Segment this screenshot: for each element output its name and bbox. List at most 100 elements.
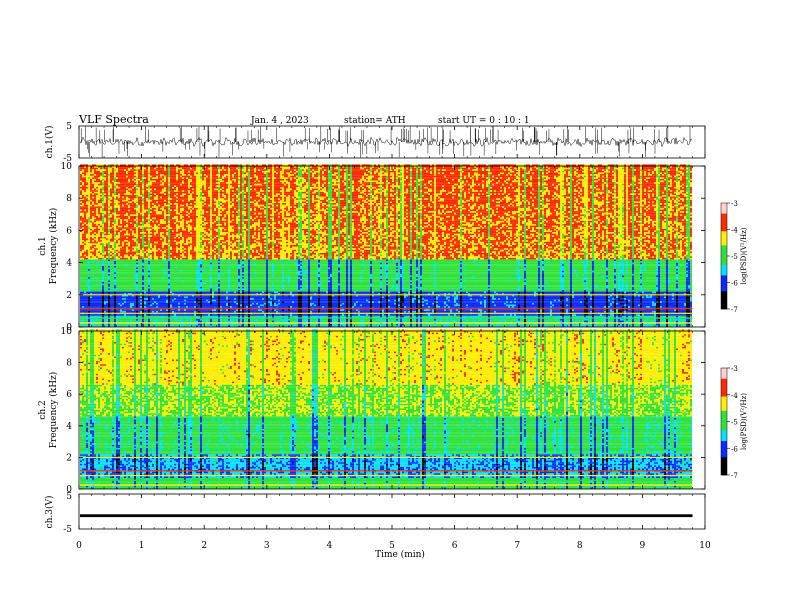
ch1-spectrogram-cell <box>222 323 224 326</box>
ch1-spectrogram-cell <box>280 281 282 284</box>
ch1-spectrogram-cell <box>488 304 490 307</box>
ch1-spectrogram-cell <box>144 275 148 278</box>
ch1-spectrogram-cell <box>282 286 284 289</box>
ch1-spectrogram-cell <box>520 278 524 281</box>
ch1-spectrogram-cell <box>484 320 488 323</box>
ch1-spectrogram-cell <box>478 299 484 302</box>
ch1-spectrogram-cell <box>340 281 346 284</box>
ch1-spectrogram-cell <box>266 302 268 305</box>
ch1-spectrogram-cell <box>490 286 518 289</box>
ch1-spectrogram-cell <box>584 288 588 290</box>
ch1-spectrogram-cell <box>382 304 386 307</box>
ch1-spectrogram-cell <box>404 286 410 289</box>
ch1-spectrogram-cell <box>610 309 612 311</box>
ch1-spectrogram-cell <box>542 298 544 300</box>
ch1-spectrogram-cell <box>140 296 142 299</box>
ch1-spectrogram-cell <box>368 301 370 303</box>
ch1-spectrogram-cell <box>660 278 666 281</box>
ch1-spectrogram-cell <box>154 325 156 327</box>
ch1-spectrogram-cell <box>626 306 628 308</box>
ch1-spectrogram-cell <box>338 285 340 287</box>
ch1-spectrogram-cell <box>676 304 678 307</box>
ch1-spectrogram-cell <box>178 302 180 305</box>
ch1-spectrogram-cell <box>96 323 102 326</box>
ch1-spectrogram-cell <box>624 275 632 278</box>
ch1-spectrogram-cell <box>212 320 218 323</box>
ch1-spectrogram-cell <box>572 283 582 286</box>
ch1-spectrogram-cell <box>360 320 364 323</box>
ch1-spectrogram-cell <box>524 302 526 305</box>
ch1-spectrogram-cell <box>250 306 258 308</box>
ch1-spectrogram-cell <box>402 318 408 321</box>
ch1-spectrogram-cell <box>272 320 274 323</box>
ch1-spectrogram-cell <box>384 275 388 278</box>
ch1-spectrogram-cell <box>660 281 664 284</box>
ch1-spectrogram-cell <box>658 283 660 286</box>
ch1-spectrogram-cell <box>428 320 434 323</box>
ch1-spectrogram-cell <box>572 299 584 302</box>
ch1-spectrogram-cell <box>610 314 614 316</box>
ch1-spectrogram-cell <box>104 285 108 287</box>
ch1-spectrogram-cell <box>440 294 444 297</box>
ch1-spectrogram-cell <box>356 302 370 305</box>
ch1-spectrogram-cell <box>230 289 238 292</box>
ch1-spectrogram-cell <box>220 314 238 316</box>
ch1-spectrogram-cell <box>666 293 668 295</box>
ch1-spectrogram-cell <box>372 273 380 276</box>
ch1-spectrogram-cell <box>388 283 396 286</box>
ch1-spectrogram-cell <box>614 306 616 308</box>
ch1-spectrogram-cell <box>460 306 462 308</box>
ch1-spectrogram-cell <box>342 314 344 316</box>
ch1-spectrogram-cell <box>130 304 134 307</box>
ch1-spectrogram-cell <box>410 323 412 326</box>
ch1-spectrogram-cell <box>544 298 560 300</box>
ch1-spectrogram-cell <box>126 315 128 318</box>
ch1-spectrogram-cell <box>224 318 226 321</box>
ch1-spectrogram-cell <box>678 299 686 302</box>
ch1-spectrogram-cell <box>548 281 560 284</box>
ch1-spectrogram-cell <box>632 309 634 311</box>
ch1-spectrogram-cell <box>380 301 386 303</box>
ch1-spectrogram-cell <box>484 306 486 308</box>
ch1-spectrogram-cell <box>184 309 186 311</box>
ch1-spectrogram-cell <box>142 314 144 316</box>
ch1-spectrogram-cell <box>260 315 262 318</box>
ch1-spectrogram-cell <box>432 275 460 278</box>
ch1-spectrogram-cell <box>676 278 678 281</box>
ch1-spectrogram-cell <box>178 294 180 297</box>
ch1-spectrogram-cell <box>116 314 124 316</box>
ch1-spectrogram-cell <box>626 309 628 311</box>
ch1-spectrogram-cell <box>460 315 462 318</box>
ch1-spectrogram-cell <box>318 277 320 279</box>
ch1-spectrogram-cell <box>212 277 218 279</box>
ch1-spectrogram-cell <box>420 289 422 292</box>
ch1-spectrogram-cell <box>494 304 496 307</box>
ch1-spectrogram-cell <box>440 318 442 321</box>
ch1-spectrogram-cell <box>134 294 136 297</box>
ch1-spectrogram-cell <box>640 275 642 278</box>
ch1-spectrogram-cell <box>212 318 218 321</box>
ch1-spectrogram-cell <box>328 298 332 300</box>
ch1-spectrogram-cell <box>386 315 388 318</box>
ch1-spectrogram-cell <box>304 286 306 289</box>
ch1-spectrogram-cell <box>480 323 486 326</box>
ch1-spectrogram-cell <box>394 278 396 281</box>
ch1-spectrogram-cell <box>340 323 346 326</box>
ch1-spectrogram-cell <box>642 310 652 313</box>
ch1-spectrogram-cell <box>396 288 398 290</box>
ch1-spectrogram-cell <box>228 273 230 276</box>
ch1-spectrogram-cell <box>348 286 350 289</box>
ch1-spectrogram-cell <box>290 291 292 294</box>
ch1-spectrogram-cell <box>512 294 514 297</box>
ch1-spectrogram-cell <box>262 309 266 311</box>
ch1-spectrogram-cell <box>248 302 250 305</box>
ch1-spectrogram-cell <box>114 289 116 292</box>
ch1-spectrogram-cell <box>552 302 562 305</box>
ch1-spectrogram-cell <box>490 302 504 305</box>
ch1-spectrogram-cell <box>640 281 642 284</box>
ch1-spectrogram-cell <box>380 288 382 290</box>
ch1-spectrogram-cell <box>504 320 506 323</box>
ch1-spectrogram-cell <box>676 302 678 305</box>
ch1-spectrogram-cell <box>640 304 642 307</box>
ch1-spectrogram-cell <box>238 310 240 313</box>
